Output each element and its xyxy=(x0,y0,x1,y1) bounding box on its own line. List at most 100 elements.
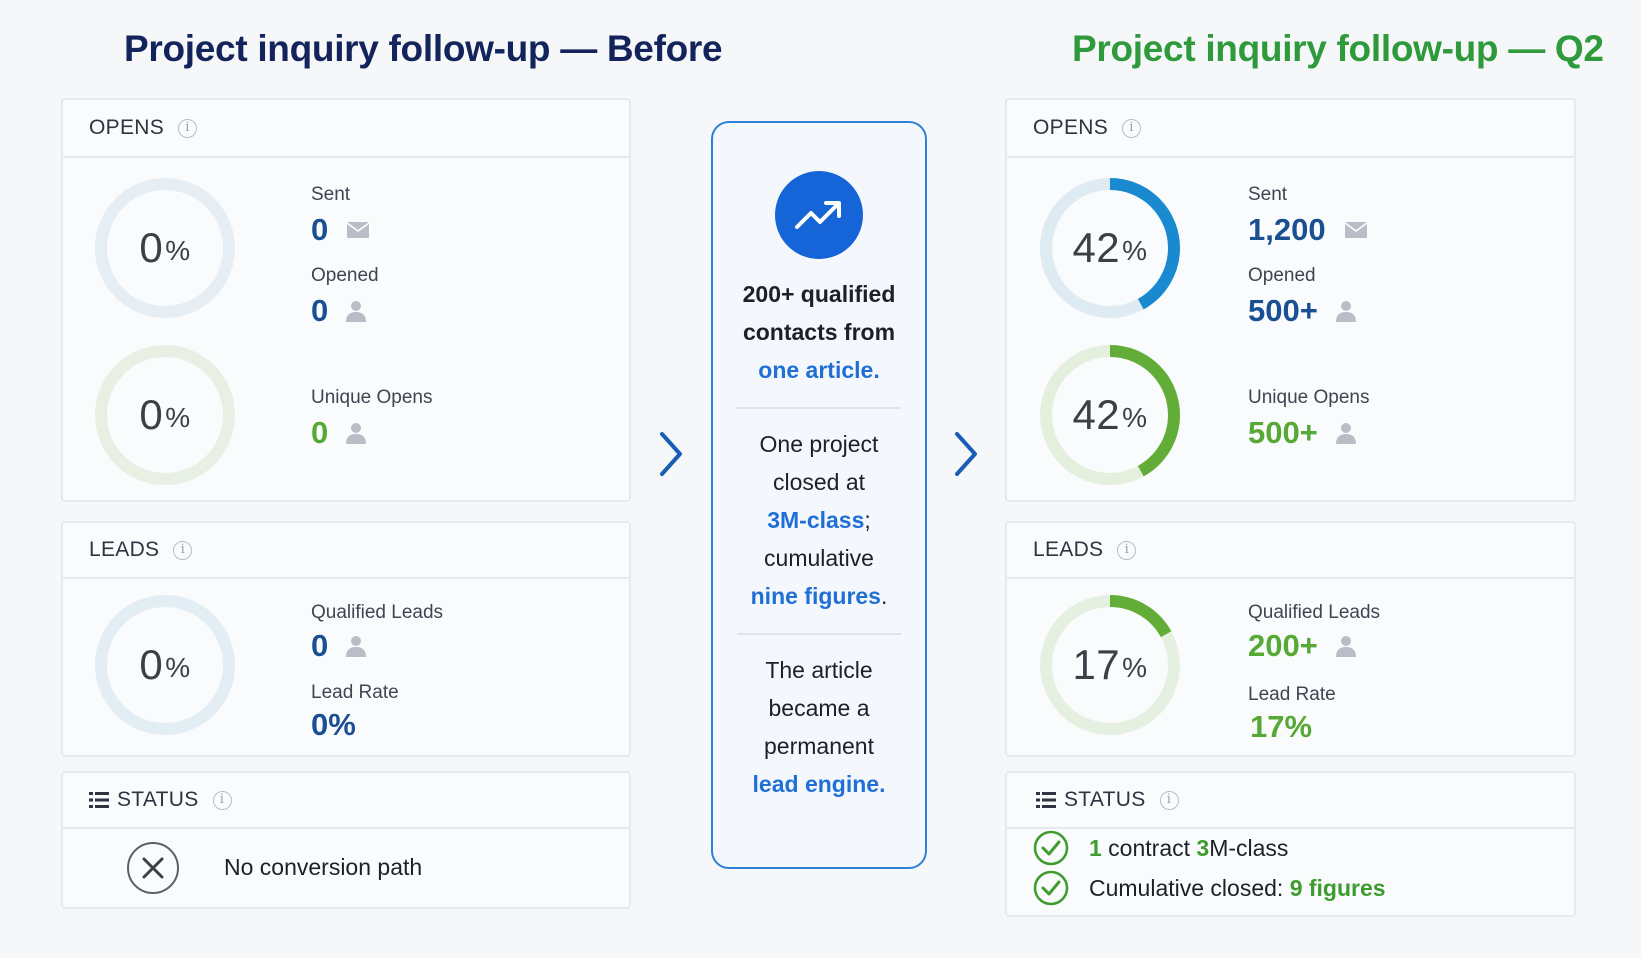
user-icon xyxy=(346,300,367,322)
user-icon xyxy=(346,422,367,444)
summary-highlight: lead engine. xyxy=(752,771,886,797)
q2-status-card: STATUS i xyxy=(1005,771,1576,917)
contract-class-tail: M-class xyxy=(1209,834,1289,861)
unique-opens-number: 0 xyxy=(311,415,329,450)
ring-unit: % xyxy=(165,235,191,266)
user-icon xyxy=(1335,635,1356,657)
opens-header-label: OPENS xyxy=(89,116,165,139)
opens-header-label: OPENS xyxy=(1033,116,1109,139)
ring-unit: % xyxy=(1122,652,1148,683)
summary-line: cumulative xyxy=(764,545,874,571)
lead-rate-ring: 0% xyxy=(92,592,238,738)
summary-line: 200+ qualified xyxy=(742,281,896,307)
list-icon xyxy=(1036,792,1056,808)
qualified-leads-label: Qualified Leads xyxy=(1248,602,1381,623)
user-icon xyxy=(1335,422,1356,444)
trending-up-icon xyxy=(775,171,863,259)
info-icon[interactable]: i xyxy=(173,540,193,560)
list-icon xyxy=(89,792,109,808)
contract-class-num: 3 xyxy=(1196,834,1210,861)
ring-value: 42 xyxy=(1072,224,1121,271)
unique-rate-ring: 42% xyxy=(1037,342,1183,488)
opened-number: 500+ xyxy=(1248,293,1318,328)
info-icon[interactable]: i xyxy=(178,118,198,138)
opens-rate-ring: 0% xyxy=(92,175,238,321)
summary-line: The article xyxy=(765,657,873,683)
leads-header-label: LEADS xyxy=(89,538,160,561)
summary-line: closed at xyxy=(772,469,866,495)
contract-count: 1 xyxy=(1089,834,1102,861)
leads-header-label: LEADS xyxy=(1033,538,1104,561)
chevron-right-icon xyxy=(660,432,682,476)
info-icon[interactable]: i xyxy=(212,790,232,810)
check-circle-icon xyxy=(1033,870,1069,906)
lead-rate-ring: 17% xyxy=(1037,592,1183,738)
ring-value: 0 xyxy=(139,641,164,688)
summary-line: became a xyxy=(768,695,870,721)
unique-opens-value: 0 xyxy=(311,415,367,451)
lead-rate-label: Lead Rate xyxy=(1248,684,1336,705)
leads-header: LEADS i xyxy=(63,523,629,579)
opened-label: Opened xyxy=(1248,265,1316,286)
summary-line: permanent xyxy=(764,733,874,759)
status-header-label: STATUS xyxy=(1064,788,1146,811)
summary-panel: 200+ qualified contacts from one article… xyxy=(711,121,927,869)
sent-value: 0 xyxy=(311,212,370,248)
unique-opens-number: 500+ xyxy=(1248,415,1318,450)
ring-value: 0 xyxy=(139,391,164,438)
summary-highlight: 3M-class xyxy=(767,507,865,533)
unique-rate-ring: 0% xyxy=(92,342,238,488)
sent-number: 1,200 xyxy=(1248,212,1326,247)
leads-header: LEADS i xyxy=(1007,523,1574,579)
status-row-cumulative: Cumulative closed: 9 figures xyxy=(1033,870,1386,906)
sent-value: 1,200 xyxy=(1248,212,1368,248)
unique-opens-label: Unique Opens xyxy=(311,387,433,408)
no-conversion-text: No conversion path xyxy=(224,854,423,880)
lead-rate-label: Lead Rate xyxy=(311,682,399,703)
opens-rate-ring: 42% xyxy=(1037,175,1183,321)
q2-opens-card: OPENS i xyxy=(1005,98,1576,502)
chevron-right-icon xyxy=(955,432,977,476)
info-icon[interactable]: i xyxy=(1122,118,1142,138)
opened-number: 0 xyxy=(311,293,329,328)
opened-label: Opened xyxy=(311,265,379,286)
q2-leads-card: LEADS i xyxy=(1005,521,1576,757)
opened-value: 0 xyxy=(311,293,367,329)
summary-line: 3M-class; xyxy=(713,501,925,539)
info-icon[interactable]: i xyxy=(1117,540,1137,560)
before-opens-card: OPENS i xyxy=(61,98,631,502)
lead-rate-value: 0% xyxy=(311,707,356,742)
summary-block-3: The article became a permanent lead engi… xyxy=(713,635,925,803)
ring-unit: % xyxy=(1122,235,1148,266)
divider xyxy=(737,407,901,409)
status-header-label: STATUS xyxy=(117,788,199,811)
contract-text: contract xyxy=(1101,834,1197,861)
close-icon xyxy=(127,842,179,894)
summary-highlight: one article. xyxy=(758,357,880,383)
unique-opens-value: 500+ xyxy=(1248,415,1356,451)
envelope-icon xyxy=(1344,221,1368,239)
lead-rate-value: 17% xyxy=(1250,709,1313,744)
sent-label: Sent xyxy=(1248,184,1288,205)
info-icon[interactable]: i xyxy=(1159,790,1179,810)
ring-value: 42 xyxy=(1072,391,1121,438)
status-header: STATUS i xyxy=(1007,773,1574,829)
opens-header: OPENS i xyxy=(1007,100,1574,158)
envelope-icon xyxy=(346,221,370,239)
user-icon xyxy=(1335,300,1356,322)
summary-line: One project xyxy=(759,431,879,457)
qualified-leads-value: 200+ xyxy=(1248,628,1356,664)
qualified-leads-number: 200+ xyxy=(1248,628,1318,663)
check-circle-icon xyxy=(1033,830,1069,866)
ring-value: 17 xyxy=(1072,641,1121,688)
cumulative-text: Cumulative closed: xyxy=(1089,874,1290,901)
before-title: Project inquiry follow-up — Before xyxy=(124,28,723,69)
sent-label: Sent xyxy=(311,184,351,205)
ring-value: 0 xyxy=(139,224,164,271)
summary-highlight: nine figures xyxy=(750,583,881,609)
opens-header: OPENS i xyxy=(63,100,629,158)
unique-opens-label: Unique Opens xyxy=(1248,387,1370,408)
summary-line: contacts from xyxy=(742,319,896,345)
q2-title: Project inquiry follow-up — Q2 xyxy=(1072,28,1604,69)
user-icon xyxy=(346,635,367,657)
